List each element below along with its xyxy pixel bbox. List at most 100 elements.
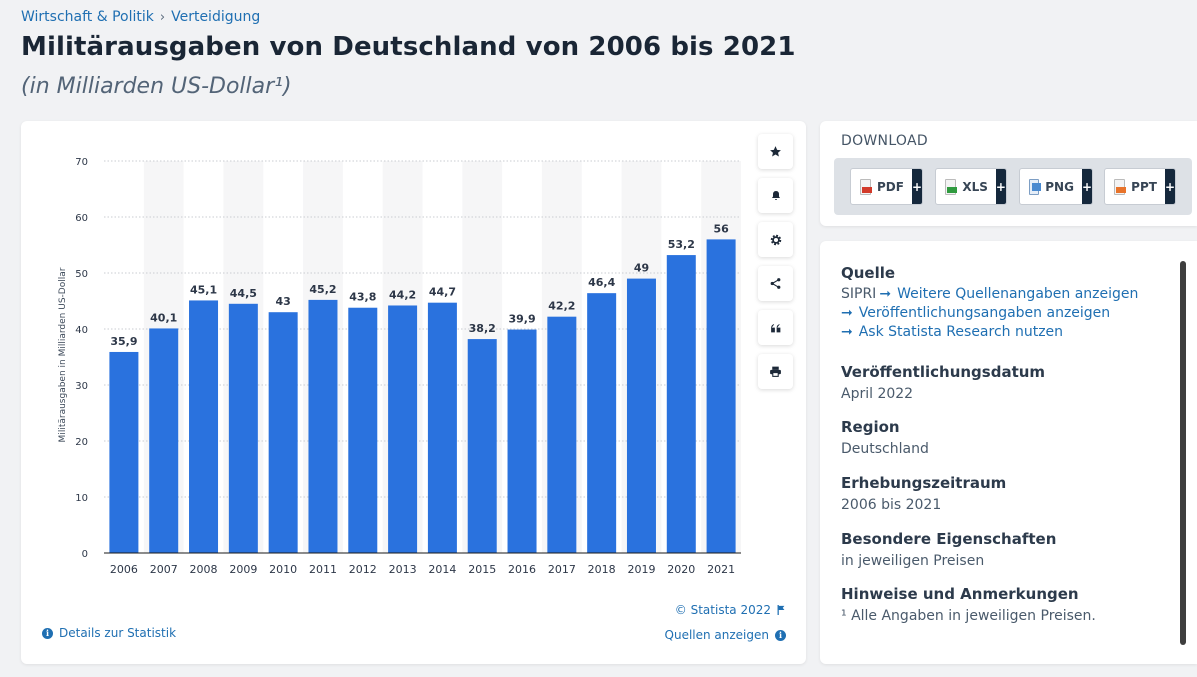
y-tick-label: 40 bbox=[75, 325, 88, 336]
bar-chart: 0 10 20 30 40 50 60 70 35,9 2006 40,1 2007 45,1 2008 4… bbox=[58, 157, 741, 576]
region-section: Region Deutschland bbox=[841, 418, 929, 457]
bar bbox=[109, 351, 139, 553]
pubdate-value: April 2022 bbox=[841, 386, 914, 402]
download-title: DOWNLOAD bbox=[841, 133, 928, 149]
print-button[interactable] bbox=[758, 354, 793, 389]
special-section: Besondere Eigenschaften in jeweiligen Pr… bbox=[841, 530, 1056, 569]
y-tick-label: 60 bbox=[75, 213, 88, 224]
notification-button[interactable] bbox=[758, 178, 793, 213]
star-icon bbox=[770, 146, 781, 157]
page-subtitle: (in Milliarden US-Dollar¹) bbox=[21, 74, 292, 99]
source-heading: Quelle bbox=[841, 264, 896, 282]
source-name: SIPRI bbox=[841, 286, 877, 302]
gear-icon bbox=[770, 234, 781, 245]
info-icon: i bbox=[775, 629, 786, 641]
bar bbox=[228, 303, 258, 553]
details-link[interactable]: i Details zur Statistik bbox=[42, 626, 176, 640]
special-value: in jeweiligen Preisen bbox=[841, 553, 985, 569]
bar bbox=[547, 316, 577, 553]
publication-details-link[interactable]: Veröffentlichungsangaben anzeigen bbox=[858, 305, 1111, 321]
bar bbox=[507, 329, 537, 553]
y-tick-label: 30 bbox=[75, 381, 88, 392]
quote-icon bbox=[770, 323, 780, 332]
y-tick-label: 70 bbox=[75, 157, 88, 168]
notes-value: ¹ Alle Angaben in jeweiligen Preisen. bbox=[841, 608, 1096, 624]
data-label: 38,2 bbox=[469, 322, 496, 335]
sources-label: Quellen anzeigen bbox=[664, 628, 769, 642]
download-xls-button[interactable]: XLS + bbox=[935, 168, 1007, 205]
bar bbox=[467, 339, 497, 553]
x-tick-label: 2015 bbox=[468, 563, 496, 576]
data-label: 56 bbox=[713, 222, 729, 235]
plus-icon: + bbox=[911, 169, 922, 204]
data-label: 39,9 bbox=[508, 313, 535, 326]
data-label: 35,9 bbox=[110, 335, 137, 348]
png-file-icon bbox=[1029, 178, 1041, 195]
period-value: 2006 bis 2021 bbox=[841, 497, 942, 513]
x-tick-label: 2007 bbox=[150, 563, 178, 576]
cite-button[interactable] bbox=[758, 310, 793, 345]
arrow-right-icon: ➞ bbox=[879, 286, 892, 302]
data-label: 45,2 bbox=[309, 283, 336, 296]
y-tick-label: 50 bbox=[75, 269, 88, 280]
copyright-link[interactable]: © Statista 2022 bbox=[675, 603, 786, 617]
data-label: 49 bbox=[634, 262, 649, 275]
scrollbar[interactable] bbox=[1180, 261, 1186, 645]
copyright-text: © Statista 2022 bbox=[674, 603, 771, 617]
flag-icon bbox=[777, 605, 785, 615]
chart-card: 0 10 20 30 40 50 60 70 35,9 2006 40,1 2007 45,1 2008 4… bbox=[21, 121, 806, 664]
publication-link-row[interactable]: ➞ Veröffentlichungsangaben anzeigen bbox=[841, 305, 1138, 321]
x-tick-label: 2008 bbox=[190, 563, 218, 576]
ask-research-link[interactable]: Ask Statista Research nutzen bbox=[858, 324, 1064, 340]
data-label: 46,4 bbox=[588, 276, 615, 289]
arrow-right-icon: ➞ bbox=[841, 324, 853, 340]
more-sources-link[interactable]: Weitere Quellenangaben anzeigen bbox=[897, 286, 1139, 302]
favorite-button[interactable] bbox=[758, 134, 793, 169]
data-label: 44,2 bbox=[389, 288, 416, 301]
data-label: 43 bbox=[276, 295, 291, 308]
download-panel: DOWNLOAD PDF + XLS + PNG + PPT + bbox=[820, 121, 1197, 226]
x-tick-label: 2012 bbox=[349, 563, 377, 576]
x-tick-label: 2017 bbox=[548, 563, 576, 576]
breadcrumb-link-economy[interactable]: Wirtschaft & Politik bbox=[21, 9, 154, 25]
pubdate-section: Veröffentlichungsdatum April 2022 bbox=[841, 363, 1045, 402]
download-ppt-button[interactable]: PPT + bbox=[1104, 168, 1176, 205]
settings-button[interactable] bbox=[758, 222, 793, 257]
png-label: PNG bbox=[1045, 179, 1074, 194]
breadcrumb-separator: › bbox=[159, 9, 166, 25]
period-heading: Erhebungszeitraum bbox=[841, 474, 1007, 492]
y-tick-label: 10 bbox=[75, 493, 88, 504]
plus-icon: + bbox=[1164, 169, 1175, 204]
x-tick-label: 2011 bbox=[309, 563, 337, 576]
download-pdf-button[interactable]: PDF + bbox=[850, 168, 923, 205]
notes-section: Hinweise und Anmerkungen ¹ Alle Angaben … bbox=[841, 585, 1096, 624]
share-button[interactable] bbox=[758, 266, 793, 301]
bar bbox=[666, 255, 696, 553]
y-tick-label: 0 bbox=[82, 549, 88, 560]
bar bbox=[587, 293, 617, 553]
data-label: 44,7 bbox=[429, 286, 456, 299]
x-tick-label: 2010 bbox=[269, 563, 297, 576]
source-row: SIPRI ➞ Weitere Quellenangaben anzeigen bbox=[841, 286, 1138, 302]
breadcrumb-link-defense[interactable]: Verteidigung bbox=[171, 9, 261, 25]
x-tick-label: 2016 bbox=[508, 563, 536, 576]
x-tick-label: 2020 bbox=[667, 563, 695, 576]
download-png-button[interactable]: PNG + bbox=[1019, 168, 1093, 205]
bar bbox=[348, 307, 378, 553]
y-tick-label: 20 bbox=[75, 437, 88, 448]
y-axis-label: Militärausgaben in Milliarden US-Dollar bbox=[58, 267, 68, 442]
source-section: Quelle SIPRI ➞ Weitere Quellenangaben an… bbox=[841, 264, 1138, 340]
breadcrumb: Wirtschaft & Politik › Verteidigung bbox=[21, 9, 260, 25]
download-button-bar: PDF + XLS + PNG + PPT + bbox=[834, 158, 1192, 215]
print-icon bbox=[770, 366, 781, 377]
xls-label: XLS bbox=[962, 179, 988, 194]
bar bbox=[706, 239, 736, 553]
bar bbox=[189, 300, 219, 553]
x-tick-label: 2006 bbox=[110, 563, 138, 576]
ppt-label: PPT bbox=[1131, 179, 1157, 194]
pdf-file-icon bbox=[860, 178, 872, 195]
research-link-row[interactable]: ➞ Ask Statista Research nutzen bbox=[841, 324, 1138, 340]
sources-link[interactable]: Quellen anzeigen i bbox=[665, 628, 786, 642]
bar bbox=[268, 312, 298, 553]
bar bbox=[308, 299, 338, 553]
